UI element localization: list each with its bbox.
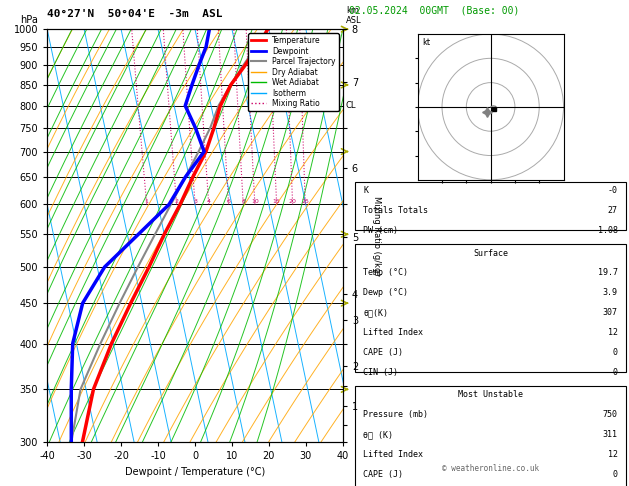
Text: Pressure (mb): Pressure (mb) [364,410,428,419]
Text: K: K [364,186,369,195]
Text: 4: 4 [207,199,211,205]
Text: 311: 311 [603,430,618,439]
Text: 15: 15 [273,199,281,205]
Text: Totals Totals: Totals Totals [364,206,428,215]
Text: Dewp (°C): Dewp (°C) [364,288,408,297]
Text: CL: CL [346,101,356,110]
Text: 3: 3 [193,199,197,205]
Text: 1.08: 1.08 [598,226,618,235]
Text: © weatheronline.co.uk: © weatheronline.co.uk [442,464,539,473]
X-axis label: Dewpoint / Temperature (°C): Dewpoint / Temperature (°C) [125,467,265,477]
Text: 750: 750 [603,410,618,419]
Text: 3.9: 3.9 [603,288,618,297]
Text: 27: 27 [608,206,618,215]
Text: 25: 25 [301,199,309,205]
Text: hPa: hPa [21,15,38,25]
Text: θᴇ (K): θᴇ (K) [364,430,394,439]
Text: Surface: Surface [473,248,508,258]
Text: 2: 2 [175,199,179,205]
Text: Lifted Index: Lifted Index [364,450,423,459]
Text: -0: -0 [608,186,618,195]
Bar [355,386,626,486]
Text: 307: 307 [603,308,618,317]
Bar [355,182,626,230]
Text: CIN (J): CIN (J) [364,367,399,377]
Text: Lifted Index: Lifted Index [364,328,423,337]
Text: 19.7: 19.7 [598,268,618,278]
Text: 0: 0 [613,367,618,377]
Text: 02.05.2024  00GMT  (Base: 00): 02.05.2024 00GMT (Base: 00) [349,6,520,16]
Text: Temp (°C): Temp (°C) [364,268,408,278]
Text: 1: 1 [145,199,148,205]
Text: PW (cm): PW (cm) [364,226,399,235]
Y-axis label: Mixing Ratio (g/kg): Mixing Ratio (g/kg) [372,196,381,276]
Text: θᴇ(K): θᴇ(K) [364,308,389,317]
Text: kt: kt [422,38,430,48]
Text: Most Unstable: Most Unstable [458,390,523,399]
Text: CAPE (J): CAPE (J) [364,347,403,357]
Text: 20: 20 [289,199,297,205]
Text: 12: 12 [608,450,618,459]
Text: 40°27'N  50°04'E  -3m  ASL: 40°27'N 50°04'E -3m ASL [47,9,223,19]
Text: 6: 6 [226,199,231,205]
Text: 8: 8 [242,199,245,205]
Text: 0: 0 [613,347,618,357]
Bar [355,244,626,372]
Text: 0: 0 [613,469,618,479]
Text: 10: 10 [251,199,259,205]
Text: CAPE (J): CAPE (J) [364,469,403,479]
Text: km
ASL: km ASL [346,6,362,25]
Legend: Temperature, Dewpoint, Parcel Trajectory, Dry Adiabat, Wet Adiabat, Isotherm, Mi: Temperature, Dewpoint, Parcel Trajectory… [248,33,339,111]
Text: 12: 12 [608,328,618,337]
